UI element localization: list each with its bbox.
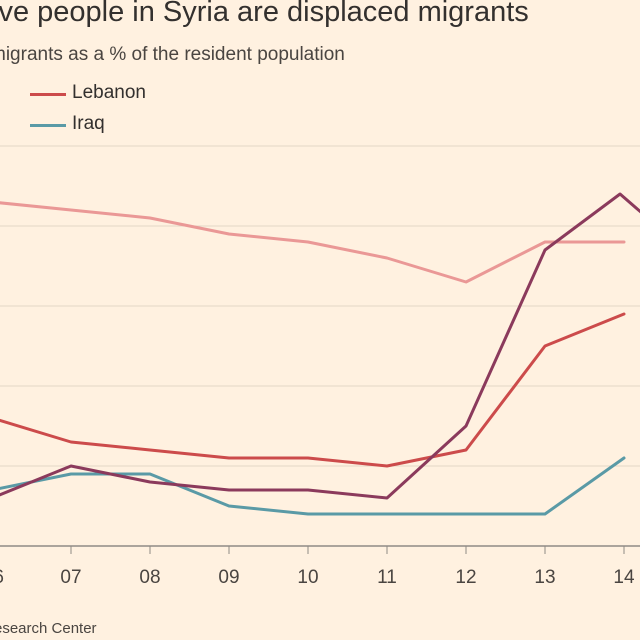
source-note: esearch Center	[0, 620, 97, 637]
x-tick-label: 13	[534, 567, 555, 588]
legend-swatch-lebanon	[30, 93, 66, 96]
legend-label-iraq: Iraq	[72, 113, 105, 134]
x-tick-label: 08	[139, 567, 160, 588]
series-line-0	[0, 201, 626, 284]
x-tick-label: 14	[613, 567, 635, 588]
x-tick-label: 07	[60, 567, 81, 588]
chart-subtitle: migrants as a % of the resident populati…	[0, 44, 345, 65]
x-tick-label: 10	[297, 567, 318, 588]
series-line-3	[0, 192, 640, 500]
series-line-2	[0, 456, 626, 516]
legend-swatch-iraq	[30, 124, 66, 127]
x-tick-label: 6	[0, 567, 4, 588]
gridlines	[0, 145, 640, 547]
chart-title: ive people in Syria are displaced migran…	[0, 0, 529, 28]
x-axis-ticks: 6 07 08 09 10 11 12 13 14	[0, 546, 635, 588]
x-tick-label: 11	[377, 567, 397, 588]
x-tick-label: 09	[218, 567, 239, 588]
legend-label-lebanon: Lebanon	[72, 82, 146, 103]
series-lines	[0, 192, 640, 516]
series-line-1	[0, 312, 626, 468]
x-tick-label: 12	[455, 567, 476, 588]
